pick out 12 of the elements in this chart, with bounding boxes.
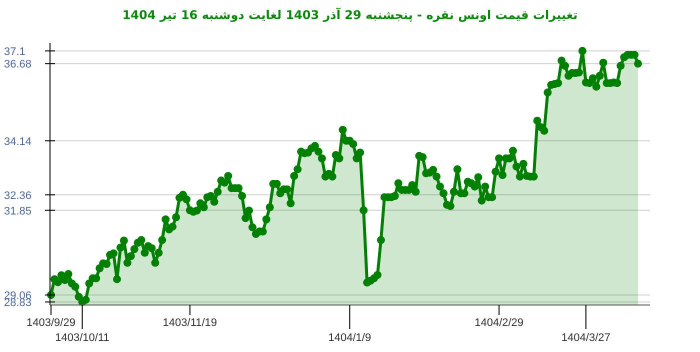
x-tick-label: 1403/9/29 [26, 317, 76, 329]
x-tick-label: 1404/2/29 [474, 317, 524, 329]
y-tick-label: 37.1 [4, 46, 26, 58]
x-tick-label: 1404/3/27 [561, 332, 610, 344]
chart-title: تغییرات قیمت اونس نقره - پنجشنبه 29 آذر 1403 لغایت دوشنبه 16 تیر 1404 [122, 7, 578, 22]
x-tick-label: 1404/1/9 [328, 332, 372, 344]
x-tick-label: 1403/10/11 [55, 332, 110, 344]
y-tick-label: 36.68 [4, 58, 32, 71]
y-tick-label: 31.85 [4, 205, 32, 218]
y-tick-label: 34.14 [4, 136, 32, 148]
y-tick-label: 32.36 [4, 190, 32, 202]
x-tick-label: 1403/11/19 [162, 317, 218, 329]
